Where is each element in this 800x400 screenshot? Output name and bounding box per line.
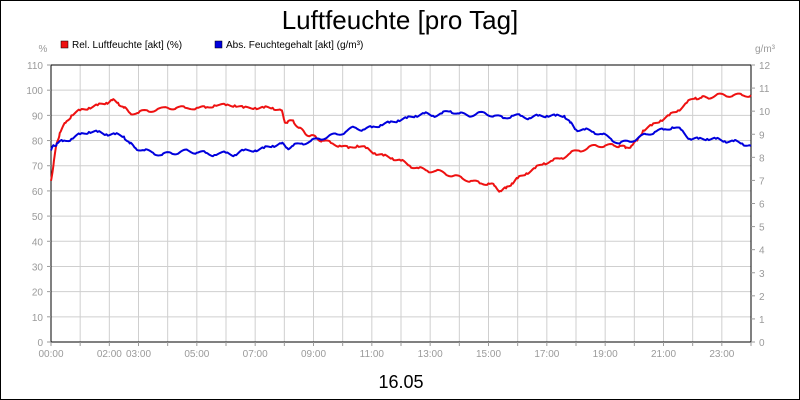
y-left-tick-label: 100 bbox=[26, 86, 43, 97]
legend-label: Abs. Feuchtegehalt [akt] (g/m³) bbox=[226, 40, 363, 51]
x-tick-label: 03:00 bbox=[126, 349, 151, 360]
y-right-tick-label: 11 bbox=[759, 84, 770, 95]
right-axis-unit: g/m³ bbox=[755, 44, 776, 55]
legend-label: Rel. Luftfeuchte [akt] (%) bbox=[72, 40, 182, 51]
series-layer bbox=[50, 92, 752, 193]
x-tick-label: 11:00 bbox=[360, 349, 385, 360]
y-left-tick-label: 80 bbox=[32, 137, 44, 148]
legend-swatch bbox=[60, 40, 69, 49]
y-left-tick-label: 10 bbox=[32, 313, 44, 324]
x-tick-label: 02:00 bbox=[97, 349, 122, 360]
x-tick-label: 09:00 bbox=[301, 349, 326, 360]
legend-swatch bbox=[214, 40, 223, 49]
y-right-tick-label: 6 bbox=[759, 200, 765, 211]
y-right-tick-label: 1 bbox=[759, 315, 765, 326]
left-axis-unit: % bbox=[39, 44, 48, 55]
chart-title: Luftfeuchte [pro Tag] bbox=[282, 5, 519, 35]
x-tick-label: 23:00 bbox=[709, 349, 734, 360]
legend: Rel. Luftfeuchte [akt] (%) Abs. Feuchtege… bbox=[60, 40, 363, 51]
y-left-tick-label: 60 bbox=[32, 187, 44, 198]
x-tick-label: 05:00 bbox=[184, 349, 209, 360]
y-right-tick-label: 2 bbox=[759, 292, 765, 303]
y-right-tick-label: 5 bbox=[759, 223, 765, 234]
x-tick-label: 19:00 bbox=[593, 349, 618, 360]
grid bbox=[50, 64, 752, 343]
y-right-tick-label: 9 bbox=[759, 130, 765, 141]
y-left-tick-label: 70 bbox=[32, 162, 44, 173]
y-right-tick-label: 0 bbox=[759, 338, 765, 349]
y-left-tick-label: 20 bbox=[32, 288, 44, 299]
y-right-tick-label: 8 bbox=[759, 153, 765, 164]
x-tick-label: 17:00 bbox=[534, 349, 559, 360]
y-right-tick-label: 10 bbox=[759, 107, 771, 118]
y-left-tick-label: 50 bbox=[32, 212, 44, 223]
axes: 0102030405060708090100110012345678910111… bbox=[26, 61, 770, 360]
y-right-tick-label: 3 bbox=[759, 269, 765, 280]
y-left-tick-label: 30 bbox=[32, 262, 44, 273]
x-tick-label: 00:00 bbox=[38, 349, 63, 360]
x-axis-label: 16.05 bbox=[378, 372, 423, 392]
x-tick-label: 07:00 bbox=[243, 349, 268, 360]
series-line-rel-humidity bbox=[50, 92, 752, 193]
y-right-tick-label: 4 bbox=[759, 246, 765, 257]
y-left-tick-label: 40 bbox=[32, 237, 44, 248]
series-line-abs-humidity bbox=[50, 110, 752, 158]
y-left-tick-label: 90 bbox=[32, 111, 44, 122]
y-right-tick-label: 12 bbox=[759, 61, 771, 72]
x-tick-label: 21:00 bbox=[651, 349, 676, 360]
y-left-tick-label: 0 bbox=[37, 338, 43, 349]
x-tick-label: 15:00 bbox=[476, 349, 501, 360]
x-tick-label: 13:00 bbox=[418, 349, 443, 360]
y-right-tick-label: 7 bbox=[759, 176, 765, 187]
y-left-tick-label: 110 bbox=[27, 61, 43, 72]
